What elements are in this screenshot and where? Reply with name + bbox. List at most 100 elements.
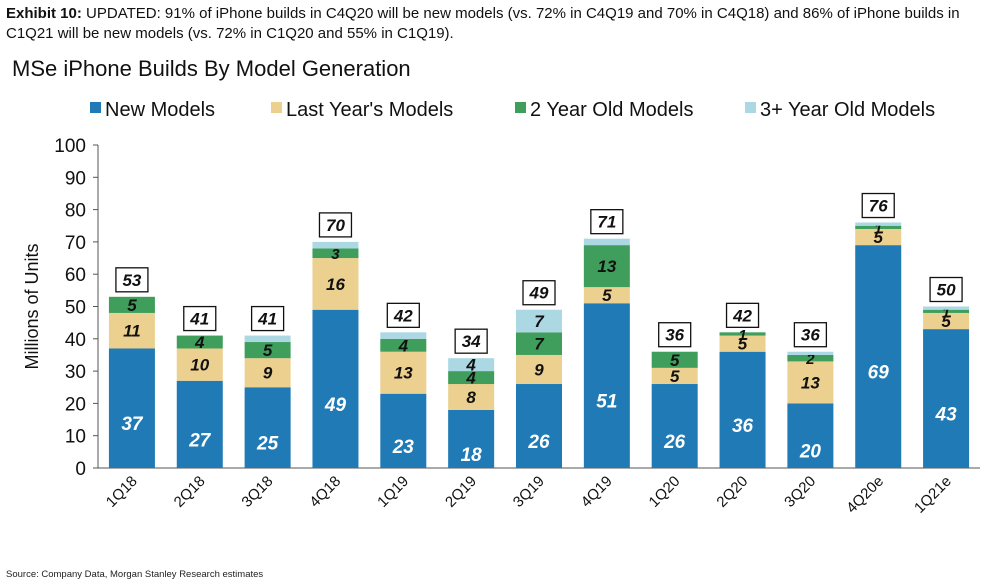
x-tick-label: 3Q20 bbox=[781, 473, 819, 511]
y-tick-label: 0 bbox=[75, 459, 86, 480]
bar-segment bbox=[244, 387, 291, 468]
y-tick-label: 80 bbox=[65, 201, 86, 222]
bar-value-label: 5 bbox=[941, 312, 951, 331]
y-tick-label: 100 bbox=[54, 136, 86, 157]
bar-segment bbox=[176, 335, 223, 349]
bar-segment bbox=[448, 384, 495, 410]
bar-value-label: 1 bbox=[874, 220, 882, 237]
exhibit-text: UPDATED: 91% of iPhone builds in C4Q20 w… bbox=[6, 5, 960, 42]
total-label: 41 bbox=[257, 310, 277, 329]
legend-entry: New Models bbox=[105, 99, 215, 121]
bar-segment bbox=[380, 338, 427, 352]
bar-segment bbox=[448, 409, 495, 468]
legend-swatch bbox=[90, 102, 101, 113]
y-tick-label: 60 bbox=[65, 265, 86, 286]
bar-segment bbox=[583, 245, 630, 288]
bar-segment bbox=[176, 348, 223, 381]
bar-segment bbox=[244, 342, 291, 359]
bar-segment bbox=[651, 367, 698, 385]
bar-segment bbox=[244, 358, 291, 388]
bar-segment bbox=[108, 312, 155, 349]
y-tick-label: 90 bbox=[65, 168, 86, 189]
bar-value-label: 51 bbox=[596, 392, 617, 413]
total-label: 76 bbox=[869, 197, 888, 216]
bar-value-label: 37 bbox=[121, 414, 144, 435]
bar-segment bbox=[787, 361, 834, 404]
bar-value-label: 1 bbox=[942, 304, 950, 321]
bar-value-label: 5 bbox=[127, 296, 137, 315]
bar-segment bbox=[651, 351, 698, 368]
x-tick-label: 1Q18 bbox=[103, 473, 141, 511]
bar-value-label: 26 bbox=[527, 432, 550, 453]
legend-entry: 2 Year Old Models bbox=[530, 99, 693, 121]
bar-value-label: 2 bbox=[805, 351, 815, 368]
bar-segment bbox=[448, 371, 495, 385]
total-box bbox=[793, 322, 828, 348]
legend-entry: 3+ Year Old Models bbox=[760, 99, 935, 121]
stacked-bar-chart: 0 10 20 30 40 50 60 70 80 90 100 Millions of Units N… bbox=[22, 99, 980, 517]
bar-segment bbox=[855, 222, 902, 226]
bar-segment bbox=[516, 384, 562, 468]
bar-value-label: 13 bbox=[597, 257, 616, 276]
bar-segment bbox=[380, 332, 427, 339]
y-tick-label: 30 bbox=[65, 362, 86, 383]
bar-value-label: 7 bbox=[534, 312, 545, 331]
bar-value-label: 3 bbox=[331, 246, 340, 263]
total-box bbox=[861, 192, 895, 219]
total-box bbox=[590, 209, 624, 235]
bar-segment bbox=[380, 393, 427, 468]
legend-swatch bbox=[271, 102, 282, 113]
bar-value-label: 11 bbox=[123, 322, 141, 341]
bar-value-label: 9 bbox=[263, 364, 273, 383]
bar-segment bbox=[312, 248, 359, 259]
source-note: Source: Company Data, Morgan Stanley Res… bbox=[6, 569, 264, 580]
total-label: 34 bbox=[462, 332, 481, 351]
total-box bbox=[386, 302, 420, 328]
total-box bbox=[115, 267, 149, 293]
bar-segment bbox=[923, 309, 970, 313]
bar-segment bbox=[176, 380, 223, 468]
bar-segment bbox=[516, 354, 562, 385]
y-tick-label: 20 bbox=[65, 394, 86, 415]
bar-segment bbox=[719, 335, 766, 352]
bar-segment bbox=[787, 403, 834, 468]
x-tick-label: 1Q21e bbox=[911, 473, 955, 517]
bar-segment bbox=[516, 309, 562, 333]
total-label: 41 bbox=[189, 310, 209, 329]
total-label: 49 bbox=[529, 284, 549, 303]
bar-segment bbox=[719, 332, 766, 336]
total-box bbox=[522, 280, 556, 306]
bar-value-label: 20 bbox=[799, 442, 822, 463]
bar-segment bbox=[448, 358, 495, 372]
bar-value-label: 5 bbox=[738, 335, 748, 354]
bar-value-label: 27 bbox=[188, 430, 212, 451]
bar-value-label: 18 bbox=[461, 445, 483, 466]
bar-value-label: 4 bbox=[194, 333, 205, 352]
y-tick-label: 50 bbox=[65, 298, 86, 319]
bar-value-label: 7 bbox=[534, 335, 545, 354]
bar-value-label: 5 bbox=[670, 351, 680, 370]
bar-value-label: 4 bbox=[465, 369, 476, 388]
bar-segment bbox=[719, 351, 766, 468]
bar-value-label: 5 bbox=[873, 228, 883, 247]
bar-segment bbox=[380, 351, 427, 394]
y-tick-label: 10 bbox=[65, 427, 86, 448]
x-tick-label: 1Q19 bbox=[374, 473, 412, 511]
bar-value-label: 36 bbox=[732, 416, 754, 437]
x-tick-label: 3Q18 bbox=[238, 473, 276, 511]
y-tick-label: 70 bbox=[65, 233, 86, 254]
bar-value-label: 13 bbox=[801, 373, 820, 392]
bar-segment bbox=[312, 258, 359, 310]
x-tick-label: 4Q19 bbox=[578, 473, 616, 511]
bar-segment bbox=[244, 335, 291, 343]
bar-segment bbox=[583, 238, 630, 246]
exhibit-label: Exhibit 10: bbox=[6, 5, 82, 22]
y-tick-label: 40 bbox=[65, 330, 86, 351]
total-box bbox=[318, 212, 353, 238]
bar-segment bbox=[787, 351, 834, 355]
exhibit-caption: Exhibit 10: UPDATED: 91% of iPhone build… bbox=[6, 4, 996, 44]
bar-segment bbox=[923, 329, 970, 468]
bar-value-label: 4 bbox=[465, 356, 476, 375]
bar-segment bbox=[516, 332, 562, 355]
bar-segment bbox=[923, 312, 970, 330]
